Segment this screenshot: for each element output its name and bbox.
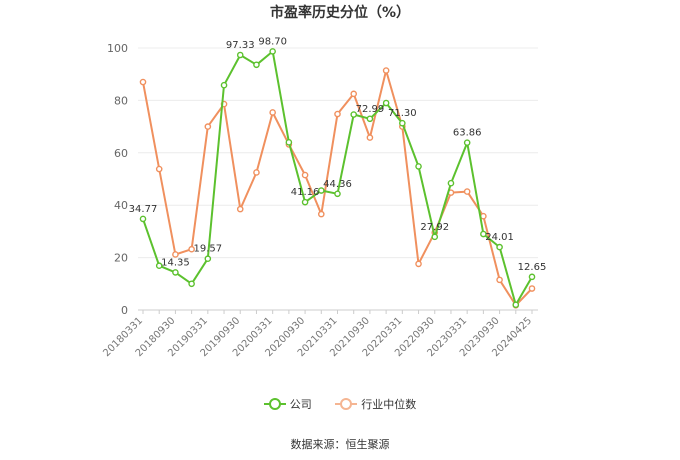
y-tick-label-20: 20 (114, 252, 128, 265)
legend-swatch-industry-median-icon (335, 398, 358, 410)
series-0-point-20200930 (301, 198, 309, 206)
data-label-20180331: 34.77 (129, 204, 158, 215)
series-0-point-20231231 (512, 301, 520, 309)
series-1-point-20201231 (317, 210, 325, 218)
y-tick-label-80: 80 (114, 94, 128, 107)
data-label-20210930: 72.99 (356, 104, 385, 115)
series-0-point-20191231 (253, 61, 260, 69)
series-0-point-20200331 (269, 48, 276, 55)
series-1-point-20180930 (172, 251, 179, 258)
series-1-point-20230331 (463, 188, 471, 195)
series-1-point-20240425 (528, 285, 536, 292)
grid-lines (138, 47, 538, 259)
data-label-20200930: 41.16 (291, 187, 320, 198)
series-1-point-20200331 (269, 109, 276, 116)
series-0-point-20220930 (431, 233, 439, 241)
series-0-point-20190630 (220, 81, 228, 89)
series-0-point-20200630 (285, 139, 293, 146)
series-1-point-20210630 (350, 90, 358, 98)
data-label-20220331: 71.30 (388, 108, 417, 119)
series-0-point-20201231 (317, 187, 325, 194)
data-label-20180930: 14.35 (161, 257, 190, 268)
series-0-point-20220630 (415, 163, 422, 170)
data-label-20230930: 24.01 (485, 232, 514, 243)
series-0-point-20230331 (463, 139, 471, 146)
series-1-point-20210331 (334, 110, 341, 118)
series-1-point-20200930 (301, 171, 309, 179)
data-label-20190930: 97.33 (226, 40, 255, 51)
legend-item-company[interactable]: 公司 (263, 396, 312, 412)
series-0-point-20190930 (236, 51, 244, 59)
series-0-point-20210930 (366, 115, 374, 123)
legend: 公司 行业中位数 (0, 396, 680, 413)
y-tick-label-100: 100 (107, 42, 128, 55)
y-tick-label-0: 0 (121, 304, 128, 317)
data-source: 数据来源：恒生聚源 (290, 438, 390, 451)
series-1-point-20230930 (496, 276, 503, 284)
legend-label-company: 公司 (289, 398, 312, 411)
series-1-point-20180331 (139, 78, 147, 86)
legend-swatch-company-icon (263, 398, 286, 410)
series-0-point-20210331 (334, 190, 341, 198)
series-0-point-20240425 (528, 273, 536, 281)
data-label-20210331: 44.36 (323, 179, 352, 190)
series-1-point-20191231 (253, 169, 260, 176)
series-1-point-20180630 (155, 165, 163, 173)
series-1-point-20211231 (382, 67, 390, 74)
data-label-20240425: 12.65 (518, 262, 547, 273)
chart-title: 市盈率历史分位（%） (269, 5, 411, 21)
series-0-point-20181231 (188, 280, 195, 288)
data-label-20230331: 63.86 (453, 128, 482, 139)
data-label-20200331: 98.70 (258, 36, 287, 47)
series-0-point-20190331 (204, 255, 212, 263)
y-tick-label-40: 40 (114, 199, 128, 212)
series-0-point-20211231 (382, 99, 390, 107)
series-1-point-20190331 (204, 123, 212, 130)
series-1-point-20181231 (188, 245, 195, 253)
data-label-20220930: 27.92 (420, 222, 449, 233)
series-0-point-20180930 (172, 269, 179, 276)
y-tick-label-60: 60 (114, 147, 128, 160)
series-0-point-20230930 (496, 243, 503, 251)
legend-item-industry-median[interactable]: 行业中位数 (335, 396, 416, 412)
series-0-point-20210630 (350, 111, 358, 118)
series-0-point-20221231 (447, 179, 455, 187)
series-0-point-20230630 (480, 230, 487, 238)
series-1-point-20220630 (415, 260, 422, 268)
series-0-point-20180331 (139, 215, 147, 223)
series-0-point-20180630 (155, 262, 163, 270)
series-1-point-20210930 (366, 134, 374, 141)
series-0-point-20220331 (399, 119, 406, 127)
legend-label-industry-median: 行业中位数 (361, 398, 417, 411)
data-label-20190331: 19.57 (194, 244, 223, 255)
series-lines (139, 48, 536, 309)
series-1-point-20190930 (236, 205, 244, 213)
